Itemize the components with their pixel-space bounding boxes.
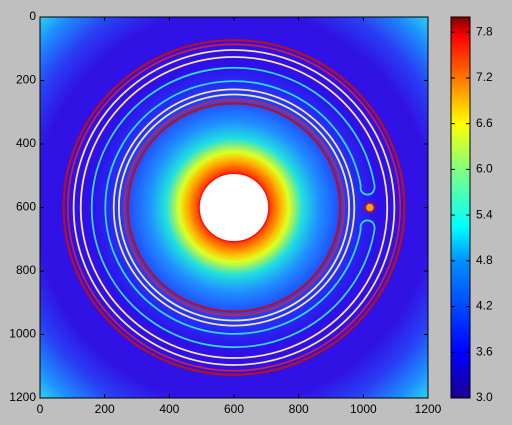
- colorbar-tick-label: 5.4: [476, 207, 493, 221]
- colorbar-tick-label: 4.8: [476, 253, 493, 267]
- contour: [79, 56, 389, 359]
- colorbar: [450, 16, 471, 399]
- y-tick-label: 200: [16, 73, 36, 87]
- x-tick-label: 200: [95, 402, 115, 416]
- contour: [90, 66, 376, 349]
- colorbar-tick-label: 7.8: [476, 24, 493, 38]
- colorbar-tick-label: 4.2: [476, 299, 493, 313]
- colorbar-tick-label: 7.2: [476, 70, 493, 84]
- y-tick-label: 1000: [9, 327, 36, 341]
- contour: [123, 98, 345, 317]
- hole: [198, 172, 270, 243]
- contour: [67, 43, 401, 372]
- colorbar-tick-label: 6.6: [476, 116, 493, 130]
- contour: [62, 39, 406, 376]
- contour: [72, 49, 396, 366]
- colorbar-tick-label: 3.0: [476, 390, 493, 404]
- contour: [112, 88, 356, 327]
- image: [40, 17, 428, 398]
- y-tick-label: 400: [16, 136, 36, 150]
- spot: [364, 202, 376, 213]
- x-tick-label: 0: [37, 402, 44, 416]
- x-tick-label: 1000: [350, 402, 377, 416]
- y-tick-label: 1200: [9, 390, 36, 404]
- colorbar-tick-label: 6.0: [476, 162, 493, 176]
- x-tick-label: 600: [224, 402, 244, 416]
- contour: [126, 102, 342, 313]
- colorbar-tick-label: 3.6: [476, 344, 493, 358]
- y-tick-label: 600: [16, 200, 36, 214]
- x-tick-label: 800: [289, 402, 309, 416]
- x-tick-label: 400: [159, 402, 179, 416]
- y-tick-label: 0: [29, 9, 36, 23]
- y-tick-label: 800: [16, 263, 36, 277]
- x-tick-label: 1200: [415, 402, 442, 416]
- contour: [117, 93, 351, 322]
